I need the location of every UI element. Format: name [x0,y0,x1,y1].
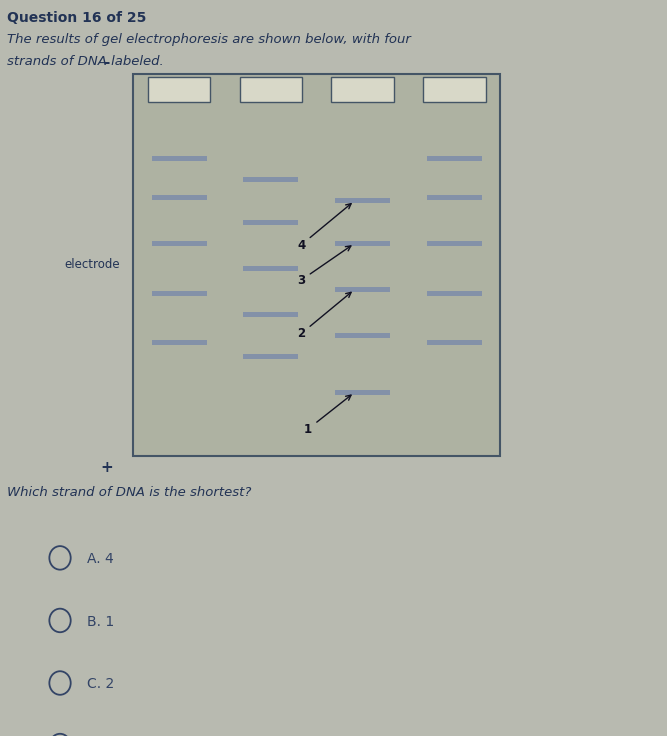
Text: 1: 1 [303,395,351,436]
Bar [243,219,299,224]
Bar [335,287,390,292]
Bar [427,156,482,160]
Text: The results of gel electrophoresis are shown below, with four: The results of gel electrophoresis are s… [7,33,411,46]
Bar [335,390,390,395]
Bar [335,241,390,246]
Bar [152,195,207,199]
Bar [243,312,299,317]
Bar [424,77,486,102]
Bar [152,156,207,160]
Text: +: + [100,460,113,475]
Text: B. 1: B. 1 [87,615,114,629]
Bar [243,266,299,271]
Bar [427,241,482,246]
Text: electrode: electrode [65,258,120,272]
Text: Which strand of DNA is the shortest?: Which strand of DNA is the shortest? [7,486,251,499]
Bar [427,340,482,345]
Bar [335,199,390,203]
Bar [240,77,302,102]
Text: strands of DNA labeled.: strands of DNA labeled. [7,55,163,68]
Bar [152,340,207,345]
Bar [427,195,482,199]
Text: 3: 3 [297,246,351,287]
Text: 4: 4 [297,204,351,252]
Bar [243,355,299,359]
Bar [148,77,211,102]
Bar [152,241,207,246]
Text: -: - [103,55,110,70]
Bar [427,291,482,296]
Bar [133,74,500,456]
Bar [331,77,394,102]
Bar [243,177,299,182]
Bar [152,291,207,296]
Text: Question 16 of 25: Question 16 of 25 [7,11,146,25]
Text: A. 4: A. 4 [87,552,113,566]
Text: C. 2: C. 2 [87,677,114,691]
Text: 2: 2 [297,292,351,340]
Bar [335,333,390,338]
